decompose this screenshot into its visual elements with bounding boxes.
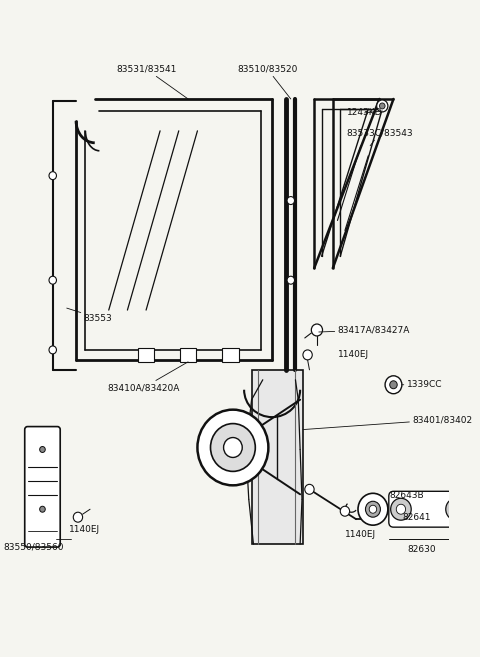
Circle shape	[197, 410, 268, 486]
Circle shape	[365, 501, 381, 517]
Text: 1140EJ: 1140EJ	[69, 525, 100, 533]
FancyBboxPatch shape	[25, 426, 60, 547]
Circle shape	[40, 507, 45, 512]
Circle shape	[303, 350, 312, 360]
Circle shape	[377, 100, 388, 112]
Circle shape	[211, 424, 255, 471]
Circle shape	[391, 498, 411, 520]
Circle shape	[287, 196, 295, 204]
Circle shape	[305, 484, 314, 494]
Text: 83510/83520: 83510/83520	[237, 64, 298, 99]
Text: 82641: 82641	[403, 512, 432, 522]
Circle shape	[369, 505, 377, 513]
Circle shape	[446, 498, 466, 520]
Circle shape	[49, 171, 57, 179]
Text: 1339CC: 1339CC	[402, 380, 442, 389]
Text: 83401/83402: 83401/83402	[303, 415, 472, 430]
Text: 83553: 83553	[67, 308, 112, 323]
Text: 83417A/83427A: 83417A/83427A	[319, 325, 410, 334]
Circle shape	[287, 276, 295, 284]
Text: 83533C/83543: 83533C/83543	[347, 128, 413, 146]
Circle shape	[396, 505, 406, 514]
Text: 82643B: 82643B	[390, 491, 424, 500]
Text: 1243KD: 1243KD	[347, 108, 382, 118]
Circle shape	[40, 447, 45, 453]
Text: 83531/83541: 83531/83541	[116, 64, 188, 99]
Circle shape	[49, 276, 57, 284]
Circle shape	[49, 346, 57, 354]
Bar	[138, 348, 155, 362]
Text: 1140EJ: 1140EJ	[337, 350, 369, 359]
Text: 1140EJ: 1140EJ	[345, 530, 376, 539]
Circle shape	[312, 324, 323, 336]
Circle shape	[73, 512, 83, 522]
Circle shape	[380, 103, 385, 109]
Circle shape	[390, 381, 397, 389]
Text: 83550/83560: 83550/83560	[3, 543, 64, 552]
Circle shape	[224, 438, 242, 457]
Bar	[222, 348, 239, 362]
Text: 83410A/83420A: 83410A/83420A	[107, 362, 188, 392]
Circle shape	[451, 505, 461, 514]
Bar	[252, 370, 303, 544]
FancyBboxPatch shape	[389, 491, 468, 527]
Circle shape	[340, 507, 349, 516]
Circle shape	[358, 493, 388, 525]
Text: 82630: 82630	[408, 545, 436, 554]
Circle shape	[385, 376, 402, 394]
Bar	[180, 348, 196, 362]
